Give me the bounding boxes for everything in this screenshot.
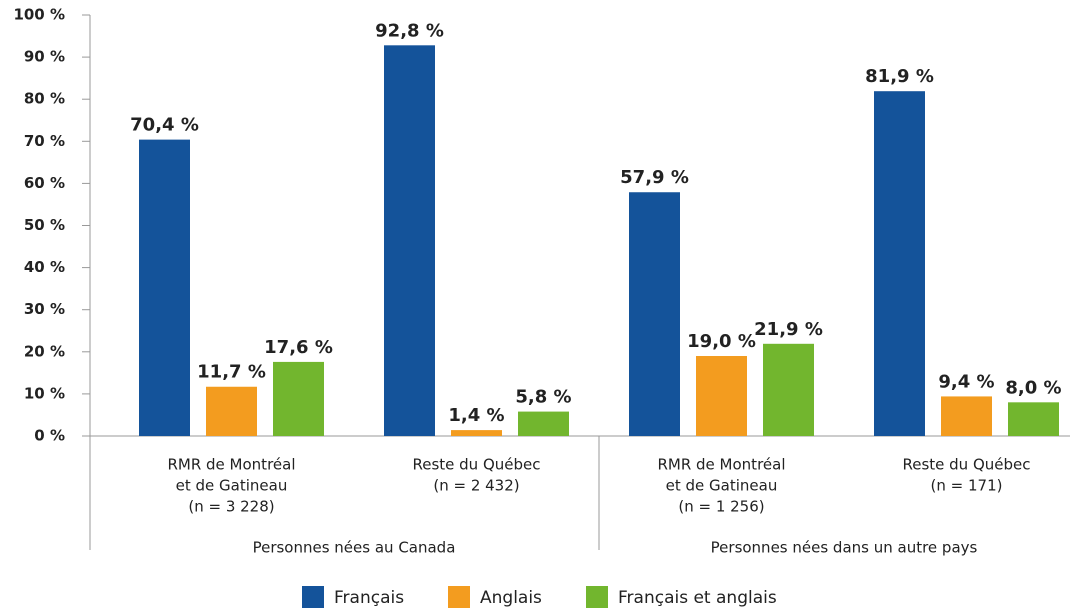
x-tick-label: (n = 1 256) [678, 498, 764, 516]
bar [1008, 402, 1059, 436]
bar [206, 386, 257, 436]
value-label: 9,4 % [938, 371, 994, 392]
x-tick-label: Reste du Québec [412, 456, 540, 474]
bar [941, 396, 992, 436]
x-tick-label: Reste du Québec [902, 456, 1030, 474]
y-tick-label: 80 % [24, 90, 65, 108]
legend-label: Anglais [480, 588, 542, 608]
bar [874, 91, 925, 437]
bar [696, 356, 747, 436]
bar [451, 430, 502, 436]
x-tick-label: (n = 3 228) [188, 498, 274, 516]
value-label: 11,7 % [197, 362, 266, 383]
value-label: 5,8 % [515, 387, 571, 408]
y-tick-label: 70 % [24, 132, 65, 150]
y-tick-label: 100 % [13, 6, 65, 24]
value-label: 1,4 % [448, 405, 504, 426]
bar [139, 139, 190, 436]
y-tick-label: 60 % [24, 174, 65, 192]
value-label: 19,0 % [687, 331, 756, 352]
y-tick-label: 90 % [24, 48, 65, 66]
legend-label: Français [334, 588, 404, 608]
legend-swatch [302, 586, 324, 608]
y-tick-label: 50 % [24, 216, 65, 234]
x-tick-label: et de Gatineau [176, 477, 288, 495]
value-label: 17,6 % [264, 337, 333, 358]
y-tick-label: 40 % [24, 258, 65, 276]
value-label: 8,0 % [1005, 377, 1061, 398]
x-tick-label: et de Gatineau [666, 477, 778, 495]
group-label: Personnes nées au Canada [253, 539, 456, 557]
y-tick-label: 0 % [34, 427, 65, 445]
y-tick-label: 10 % [24, 384, 65, 402]
group-label: Personnes nées dans un autre pays [711, 539, 978, 557]
y-tick-label: 30 % [24, 300, 65, 318]
value-label: 92,8 % [375, 20, 444, 41]
value-label: 70,4 % [130, 115, 199, 136]
x-tick-label: RMR de Montréal [657, 456, 785, 474]
x-tick-label: (n = 171) [931, 477, 1003, 495]
value-label: 21,9 % [754, 319, 823, 340]
bar [273, 361, 324, 436]
bar [384, 45, 435, 436]
y-tick-label: 20 % [24, 342, 65, 360]
x-tick-label: RMR de Montréal [167, 456, 295, 474]
x-tick-label: (n = 2 432) [433, 477, 519, 495]
value-label: 81,9 % [865, 66, 934, 87]
bar [629, 192, 680, 436]
value-label: 57,9 % [620, 167, 689, 188]
legend-label: Français et anglais [618, 588, 777, 608]
legend-swatch [586, 586, 608, 608]
legend-swatch [448, 586, 470, 608]
bar [763, 343, 814, 436]
bar [518, 411, 569, 436]
